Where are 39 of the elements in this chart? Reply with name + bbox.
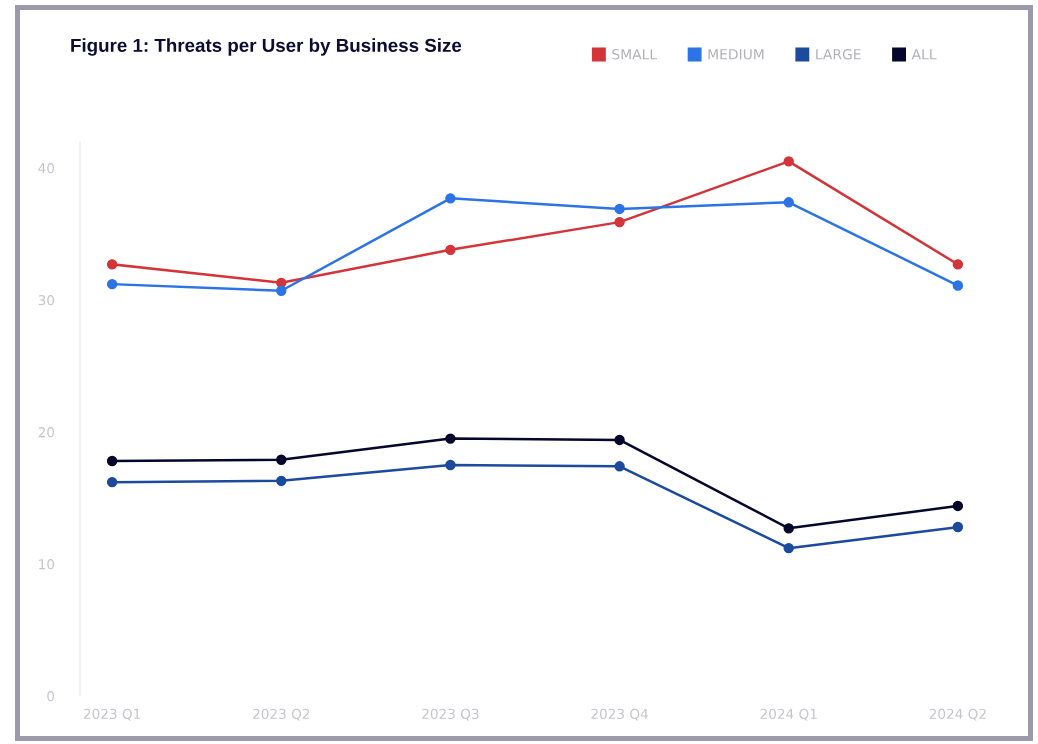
x-tick-label: 2024 Q1 (760, 708, 817, 721)
legend-label: MEDIUM (708, 49, 764, 60)
point (445, 244, 456, 256)
point (783, 156, 794, 167)
point (106, 259, 118, 270)
chart-title: Figure 1: Threats per User by Business Size (71, 38, 462, 56)
x-tick-label: 2024 Q2 (929, 708, 986, 721)
point (445, 193, 456, 204)
point (783, 542, 794, 554)
point (952, 500, 964, 512)
point (614, 203, 625, 215)
point (276, 454, 287, 465)
point (614, 216, 625, 228)
point (106, 278, 118, 290)
point (276, 285, 287, 296)
legend-label: ALL (911, 49, 937, 60)
x-tick-label: 2023 Q2 (253, 708, 310, 721)
y-tick-label: 40 (38, 163, 55, 174)
point (952, 521, 964, 533)
y-tick-label: 0 (47, 691, 55, 702)
point (614, 434, 625, 446)
point (952, 259, 964, 270)
point (445, 459, 456, 471)
point (952, 280, 964, 291)
point (614, 461, 625, 472)
point (106, 455, 118, 467)
legend-label: SMALL (612, 49, 658, 60)
point (276, 475, 287, 487)
point (783, 197, 794, 208)
legend-label: LARGE (816, 49, 861, 60)
point (445, 433, 456, 444)
y-tick-label: 10 (39, 559, 55, 570)
y-tick-label: 30 (38, 295, 55, 306)
x-tick-label: 2023 Q3 (422, 708, 479, 721)
point (783, 523, 794, 534)
x-tick-label: 2023 Q4 (591, 708, 648, 721)
y-tick-label: 20 (38, 427, 55, 438)
point (106, 476, 118, 488)
x-tick-label: 2023 Q1 (83, 708, 141, 721)
